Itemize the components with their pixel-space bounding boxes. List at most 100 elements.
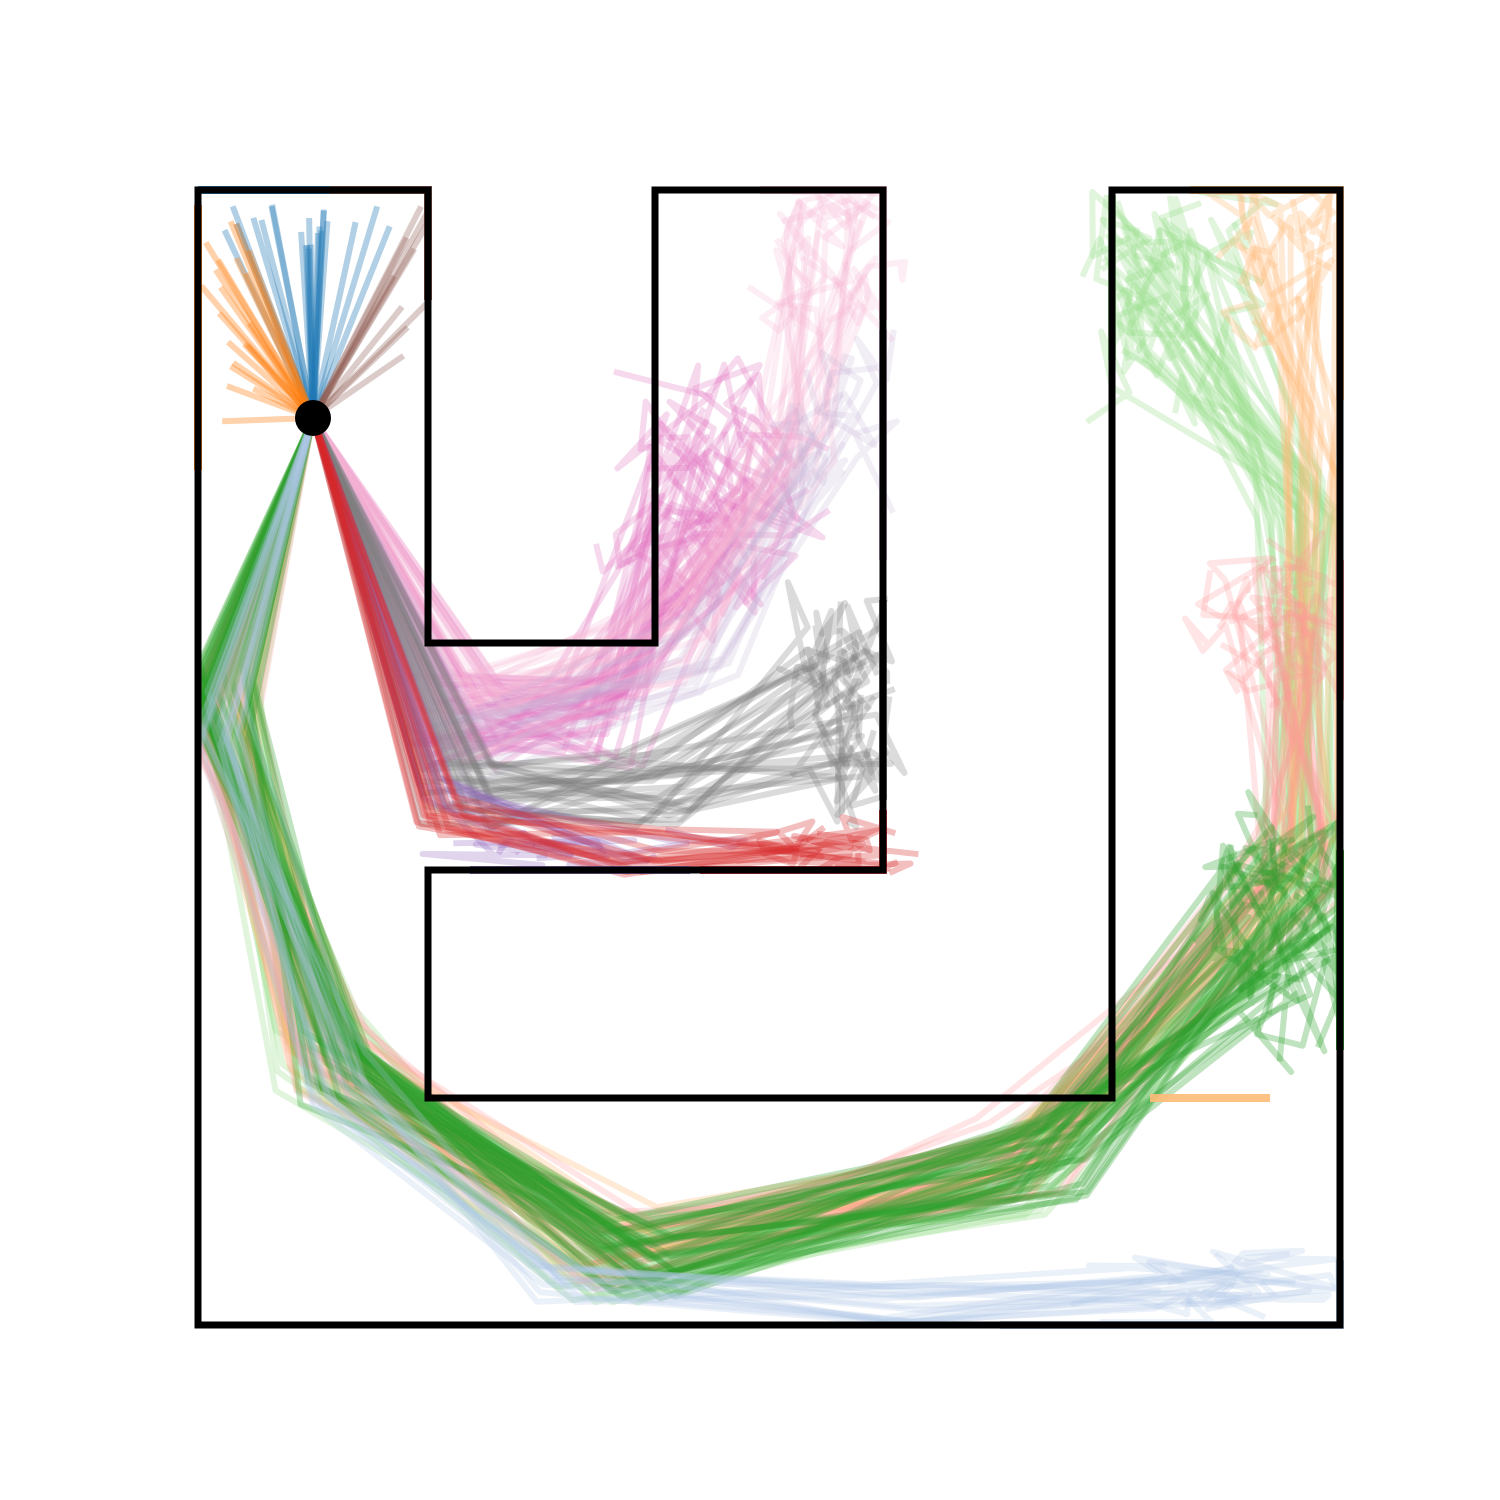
trajectory-line (269, 204, 316, 419)
trajectory-line (310, 371, 784, 708)
trajectory-line (233, 222, 316, 420)
trajectory-group-gray (310, 416, 908, 832)
trajectory-line (197, 416, 1268, 1260)
trajectory-line (198, 238, 1314, 1303)
trajectory-line (310, 416, 831, 832)
trajectory-line (310, 417, 826, 850)
trajectory-line (310, 416, 810, 867)
trajectory-line (310, 416, 743, 739)
trajectory-line (203, 227, 1297, 1304)
trajectory-line (231, 417, 1341, 1283)
trajectory-line (213, 268, 316, 420)
trajectory-line (310, 416, 726, 766)
trajectory-line (197, 416, 1295, 1281)
trajectory-group-purple (310, 416, 748, 869)
trajectory-line (198, 417, 1253, 1310)
trajectory-line (310, 406, 747, 689)
trajectory-line (304, 245, 316, 419)
trajectory-line (310, 220, 331, 419)
trajectory-line (310, 196, 853, 709)
trajectory-line (310, 407, 800, 712)
trajectory-line (310, 416, 713, 759)
trajectory-line (200, 417, 1329, 1283)
trajectory-line (246, 321, 316, 420)
trajectory-line (310, 416, 849, 757)
trajectory-line (310, 266, 886, 717)
trajectory-line (310, 258, 909, 738)
maze-wall-layer (194, 186, 1344, 1329)
trajectory-line (222, 198, 1315, 1237)
trajectory-line (310, 210, 843, 695)
trajectory-line (310, 416, 799, 721)
trajectory-line (253, 194, 1332, 1227)
trajectory-line (230, 417, 1341, 1302)
trajectory-line (310, 190, 877, 763)
trajectory-line (310, 416, 650, 868)
trajectory-line (197, 417, 1327, 1262)
trajectory-line (242, 417, 1278, 1251)
trajectory-line (197, 295, 1306, 1260)
trajectory-line (197, 416, 1312, 1275)
trajectory-line (310, 221, 359, 419)
trajectory-line (310, 230, 325, 419)
trajectory-line (310, 272, 830, 719)
trajectory-line (197, 416, 1251, 1261)
maze-wall-outline (194, 186, 1344, 1329)
trajectory-line (238, 417, 1341, 1237)
trajectory-line (197, 416, 1341, 1251)
trajectory-line (216, 417, 1278, 1263)
trajectory-line (310, 416, 710, 764)
trajectory-line (197, 416, 1328, 1225)
trajectory-line (233, 256, 316, 420)
trajectory-line (310, 199, 846, 728)
trajectory-line (243, 417, 1321, 1296)
trajectory-line (197, 416, 1283, 1285)
trajectory-line (310, 235, 812, 716)
trajectory-line (233, 222, 316, 420)
trajectory-line (197, 416, 1313, 1289)
trajectory-line (310, 299, 431, 421)
trajectory-line (206, 416, 1341, 1281)
trajectory-line (310, 416, 900, 725)
trajectory-line (310, 417, 772, 747)
trajectory-line (245, 249, 316, 420)
trajectory-line (230, 189, 1337, 1247)
trajectory-line (310, 417, 868, 785)
trajectory-line (232, 189, 1325, 1289)
trajectory-line (310, 416, 758, 752)
trajectory-line (310, 284, 824, 685)
trajectory-line (310, 402, 819, 784)
trajectory-line (197, 416, 1290, 1295)
trajectory-line (228, 222, 1339, 1233)
trajectory-line (310, 274, 397, 420)
trajectory-line (226, 339, 315, 421)
trajectory-line (197, 300, 1316, 1268)
trajectory-line (310, 417, 822, 876)
trajectory-line (227, 211, 1323, 1302)
trajectory-line (310, 416, 789, 715)
trajectory-line (219, 257, 1335, 1243)
trajectory-line (204, 416, 1321, 1259)
trajectory-line (310, 416, 889, 819)
trajectory-line (310, 416, 883, 824)
trajectory-line (197, 256, 1305, 1306)
trajectory-line (249, 291, 1287, 1273)
trajectory-line (310, 416, 825, 775)
trajectory-line (197, 416, 1304, 1237)
trajectory-line (310, 416, 703, 762)
trajectory-line (239, 417, 1162, 1307)
trajectory-line (236, 302, 1319, 1236)
trajectory-line (197, 243, 1335, 1293)
trajectory-line (221, 417, 1341, 1253)
trajectory-line (310, 417, 855, 865)
trajectory-line (197, 216, 1326, 1291)
trajectory-line (230, 261, 1341, 1267)
trajectory-line (310, 417, 884, 878)
trajectory-line (203, 189, 1331, 1291)
trajectory-line (310, 417, 855, 780)
trajectory-line (310, 197, 806, 720)
trajectory-line (203, 240, 316, 420)
trajectory-line (310, 416, 831, 727)
trajectory-line (310, 417, 536, 856)
